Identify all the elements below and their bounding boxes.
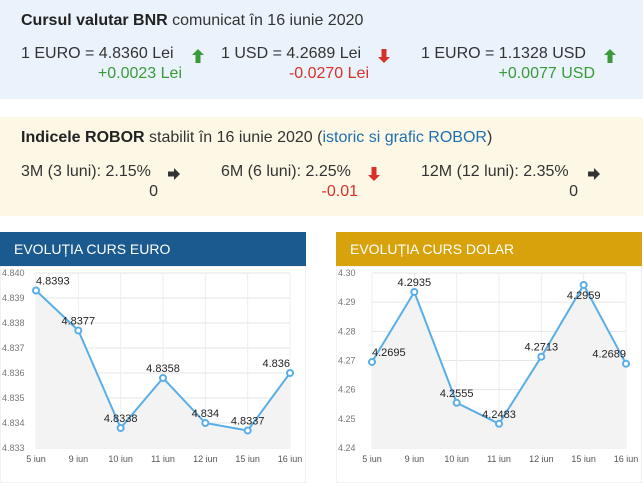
- y-tick-label: 4.838: [2, 318, 25, 328]
- x-tick-label: 11 iun: [151, 454, 175, 464]
- robor-6m: 6M (6 luni): 2.25%: [221, 163, 351, 180]
- data-point: [116, 424, 125, 432]
- y-tick-label: 4.29: [338, 297, 356, 307]
- data-point: [537, 352, 546, 361]
- y-tick-label: 4.25: [338, 414, 356, 424]
- data-label: 4.8377: [62, 316, 96, 328]
- data-label: 4.2689: [592, 349, 626, 361]
- data-label: 4.2483: [482, 409, 516, 421]
- change-eur-ron: +0.0023 Lei: [97, 65, 182, 82]
- y-tick-label: 4.835: [2, 393, 25, 403]
- area-fill: [372, 284, 626, 448]
- x-tick-label: 12 iun: [193, 454, 218, 464]
- change-usd-ron: -0.0270 Lei: [288, 65, 369, 82]
- x-tick-label: 16 iun: [278, 454, 303, 464]
- y-tick-label: 4.27: [338, 356, 356, 366]
- data-label: 4.2959: [567, 290, 601, 302]
- data-point: [201, 419, 210, 427]
- robor-6m-change: -0.01: [321, 183, 358, 200]
- data-point: [622, 359, 630, 368]
- data-point: [286, 369, 294, 377]
- y-tick-label: 4.834: [2, 418, 25, 428]
- data-label: 4.2555: [440, 388, 474, 400]
- data-point: [368, 357, 376, 366]
- x-tick-label: 10 iun: [108, 454, 133, 464]
- data-label: 4.8393: [36, 276, 70, 288]
- data-point: [74, 326, 83, 335]
- usd-chart-title: EVOLUȚIA CURS DOLAR: [336, 232, 642, 266]
- data-label: 4.836: [262, 358, 290, 370]
- data-label: 4.2695: [372, 347, 406, 359]
- robor-12m: 12M (12 luni): 2.35%: [421, 163, 569, 180]
- bnr-panel: [0, 0, 643, 99]
- euro-chart-title: EVOLUȚIA CURS EURO: [0, 232, 306, 266]
- robor-3m: 3M (3 luni): 2.15%: [21, 163, 151, 180]
- y-tick-label: 4.28: [338, 326, 356, 336]
- y-tick-label: 4.24: [338, 443, 356, 453]
- x-tick-label: 9 iun: [405, 454, 425, 464]
- arrow-up-icon: [604, 49, 616, 63]
- data-point: [159, 374, 167, 382]
- x-tick-label: 15 iun: [235, 454, 260, 464]
- y-tick-label: 4.836: [2, 368, 25, 378]
- change-eur-usd: +0.0077 USD: [498, 65, 595, 82]
- arrow-right-icon: [588, 168, 600, 180]
- arrow-down-icon: [368, 167, 380, 181]
- data-label: 4.2713: [525, 342, 559, 354]
- data-label: 4.8338: [104, 413, 138, 425]
- y-tick-label: 4.839: [2, 293, 25, 303]
- x-tick-label: 10 iun: [444, 454, 469, 464]
- x-tick-label: 12 iun: [529, 454, 554, 464]
- data-point: [32, 286, 40, 295]
- x-tick-label: 15 iun: [571, 454, 596, 464]
- data-point: [579, 280, 588, 289]
- data-point: [243, 426, 252, 435]
- y-tick-label: 4.30: [338, 268, 356, 278]
- data-point: [452, 398, 461, 407]
- usd-rate-chart: 4.30 4.29 4.28 4.27 4.26 4.25 4.24 5 iun 9 iun 10…: [336, 266, 642, 483]
- x-tick-label: 11 iun: [487, 454, 511, 464]
- data-point: [495, 419, 503, 428]
- robor-panel: [0, 117, 643, 216]
- data-point: [410, 287, 419, 296]
- rate-eur-usd: 1 EURO = 1.1328 USD: [421, 45, 586, 62]
- robor-3m-change: 0: [149, 183, 158, 200]
- rate-usd-ron: 1 USD = 4.2689 Lei: [221, 45, 362, 62]
- x-tick-label: 9 iun: [69, 454, 89, 464]
- robor-history-link[interactable]: istoric si grafic ROBOR: [322, 129, 487, 146]
- x-tick-label: 5 iun: [26, 454, 46, 464]
- arrow-down-icon: [378, 49, 390, 63]
- area-fill: [36, 290, 290, 448]
- robor-title: Indicele ROBOR stabilit în 16 iunie 2020…: [21, 129, 493, 146]
- robor-12m-change: 0: [569, 183, 578, 200]
- y-tick-label: 4.840: [2, 268, 25, 278]
- rate-eur-ron: 1 EURO = 4.8360 Lei: [21, 45, 174, 62]
- data-label: 4.834: [192, 408, 220, 420]
- data-label: 4.8337: [231, 416, 265, 428]
- x-tick-label: 5 iun: [362, 454, 382, 464]
- y-tick-label: 4.833: [2, 443, 25, 453]
- arrow-right-icon: [168, 168, 180, 180]
- arrow-up-icon: [192, 49, 204, 63]
- euro-rate-chart: 4.840 4.839 4.838 4.837 4.836 4.835 4.834 4.833…: [0, 266, 306, 483]
- data-label: 4.8358: [146, 363, 180, 375]
- data-label: 4.2935: [398, 277, 432, 289]
- y-tick-label: 4.837: [2, 343, 25, 353]
- y-tick-label: 4.26: [338, 385, 356, 395]
- bnr-title: Cursul valutar BNR comunicat în 16 iunie…: [21, 12, 364, 29]
- x-tick-label: 16 iun: [614, 454, 639, 464]
